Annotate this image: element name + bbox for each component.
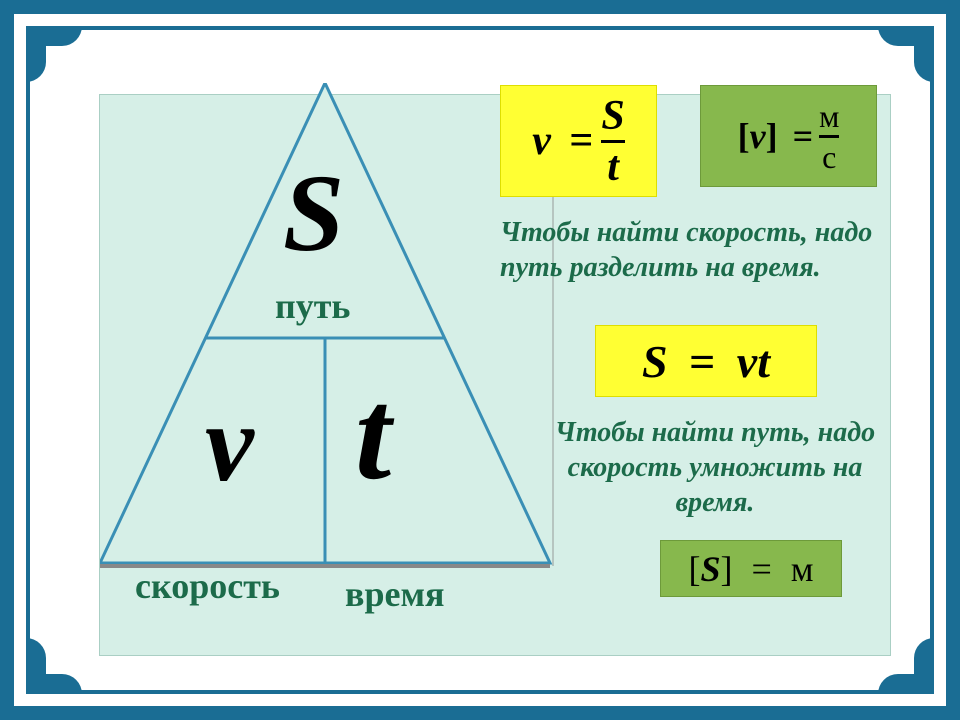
unit-num: м [819,100,839,132]
desc-velocity: Чтобы найти скорость, надо путь разделит… [500,215,880,285]
desc-distance: Чтобы найти путь, надо скорость умножить… [535,415,895,520]
label-distance: путь [275,285,350,327]
unit-rhs: м [791,549,814,589]
bracket-open: [ [738,116,750,156]
slide-area: S путь v скорость t время v = S t [v] = [99,94,891,656]
symbol-time: t [355,360,391,510]
bracket-open: [ [688,549,700,589]
unit-s: S [700,549,720,589]
bracket-close: ] [766,116,778,156]
formula-distance-unit: [S] = м [660,540,842,597]
bracket-close: ] [720,549,732,589]
corner-ornament [26,624,96,694]
formula-velocity: v = S t [500,85,657,197]
equals: = [793,116,814,156]
label-velocity: скорость [135,565,280,607]
equals: = [751,549,771,589]
formula-v-den: t [607,146,619,188]
unit-v: v [750,116,766,156]
formula-velocity-unit: [v] = м с [700,85,877,187]
symbol-velocity: v [205,380,254,507]
equals: = [569,118,593,164]
label-time: время [345,573,444,615]
outer-frame: S путь v скорость t время v = S t [v] = [0,0,960,720]
corner-ornament [26,26,96,96]
formula-distance: S = vt [595,325,817,397]
symbol-distance: S [283,150,344,277]
unit-den: с [822,141,836,173]
formula-v-lhs: v [532,118,551,164]
formula-v-num: S [601,95,624,137]
